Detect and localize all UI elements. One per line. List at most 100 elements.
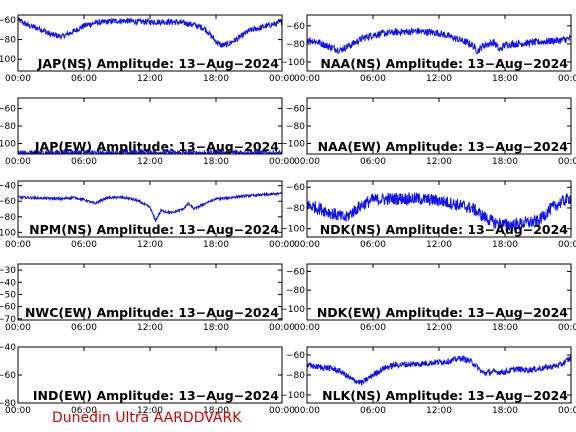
y-tick-label: −60 [0,371,16,381]
x-tick-label: 00:00 [558,157,576,167]
x-tick-label: 06:00 [71,406,97,416]
y-tick-label: −60 [286,22,305,32]
x-tick-label: 00:00 [269,74,295,84]
x-tick-label: 00:00 [558,406,576,416]
y-tick-label: −50 [0,290,16,300]
x-tick-label: 00:00 [5,157,31,167]
x-tick-label: 06:00 [71,240,97,250]
chart-title: NLK(NS) Amplitude: 13−Aug−2024 [322,388,568,403]
y-tick-label: −60 [286,267,305,277]
y-tick-label: −80 [0,399,16,409]
y-tick-label: −80 [286,122,305,132]
x-tick-label: 06:00 [71,323,97,333]
x-tick-label: 12:00 [426,323,452,333]
series-line-10-1 [307,354,571,386]
y-tick-label: −60 [0,303,16,313]
y-tick-label: −100 [280,140,305,150]
x-tick-label: 00:00 [558,323,576,333]
chart-panel-2: −60−80−10000:0006:0012:0018:0000:00NAA(N… [280,14,576,84]
chart-panel-4: −60 −80 −100 00:00 06:00 12:00 18:00 00:00 NAA(E… [280,97,576,167]
y-tick-label: −100 [0,228,16,238]
y-tick-label: −80 [0,36,16,46]
y-tick-label: −30 [0,266,16,276]
x-tick-label: 12:00 [137,157,163,167]
chart-title: NAA(NS) Amplitude: 13−Aug−2024 [320,56,568,71]
x-tick-label: 12:00 [137,323,163,333]
x-tick-label: 12:00 [426,240,452,250]
y-tick-label: −80 [286,40,305,50]
series-line-6-1 [307,192,571,232]
chart-panel-10: −60−80−10000:0006:0012:0018:0000:00NLK(N… [280,346,576,416]
x-tick-label: 18:00 [203,157,229,167]
chart-title: NAA(EW) Amplitude: 13−Aug−2024 [318,139,569,154]
chart-title: IND(EW) Amplitude: 13−Aug−2024 [33,388,279,403]
chart-panel-8: −60 −80 −100 00:00 06:00 12:00 18:00 00:00 NDK(E… [280,263,576,333]
x-tick-label: 00:00 [294,74,320,84]
y-tick-label: −60 [286,105,305,115]
x-tick-label: 00:00 [558,240,576,250]
x-tick-label: 00:00 [294,157,320,167]
x-tick-label: 00:00 [558,74,576,84]
y-tick-label: −100 [280,225,305,235]
y-tick-label: −100 [0,55,16,65]
y-tick-label: −80 [286,286,305,296]
chart-title: NDK(EW) Amplitude: 13−Aug−2024 [317,305,568,320]
y-tick-label: −100 [280,58,305,68]
x-tick-label: 00:00 [269,157,295,167]
x-tick-label: 00:00 [269,323,295,333]
y-tick-label: −100 [280,305,305,315]
chart-title: JAP(NS) Amplitude: 13−Aug−2024 [37,56,280,71]
x-tick-label: 18:00 [492,240,518,250]
chart-panel-3: −60−80−10000:0006:0012:0018:0000:00JAP(E… [0,97,295,167]
panel-grid: −60 −80 −100 00:00 06:00 12:00 18:00 00:00 JAP(N… [0,14,576,416]
x-tick-label: 18:00 [492,406,518,416]
x-tick-label: 00:00 [5,406,31,416]
y-tick-label: −70 [0,315,16,325]
y-tick-label: −100 [280,391,305,401]
y-tick-label: −80 [0,213,16,223]
x-tick-label: 18:00 [203,74,229,84]
x-tick-label: 00:00 [294,406,320,416]
y-tick-label: −60 [0,105,16,115]
x-tick-label: 18:00 [492,323,518,333]
x-tick-label: 00:00 [269,240,295,250]
y-tick-label: −80 [286,204,305,214]
y-tick-label: −40 [0,343,16,353]
x-tick-label: 18:00 [203,406,229,416]
x-tick-label: 12:00 [426,157,452,167]
x-tick-label: 18:00 [492,157,518,167]
x-tick-label: 00:00 [5,323,31,333]
chart-title: NPM(NS) Amplitude: 13−Aug−2024 [29,222,279,237]
x-tick-label: 12:00 [137,74,163,84]
chart-panel-6: −60−80−10000:0006:0012:0018:0000:00NDK(N… [280,180,576,250]
x-tick-label: 00:00 [269,406,295,416]
x-tick-label: 12:00 [137,240,163,250]
x-tick-label: 06:00 [71,74,97,84]
chart-panel-1: −60 −80 −100 00:00 06:00 12:00 18:00 00:00 JAP(N… [0,14,295,84]
y-tick-label: −60 [286,183,305,193]
y-tick-label: −40 [0,278,16,288]
series-line-1-1 [18,17,282,48]
chart-panel-5: −40 −60 −80 −100 00:00 06:00 12:00 18:00 00:00 NP… [0,180,295,250]
x-tick-label: 06:00 [360,157,386,167]
chart-title: JAP(EW) Amplitude: 13−Aug−2024 [34,139,279,154]
x-tick-label: 06:00 [360,406,386,416]
x-tick-label: 06:00 [360,74,386,84]
x-tick-label: 18:00 [203,323,229,333]
x-tick-label: 06:00 [71,157,97,167]
chart-title: NDK(NS) Amplitude: 13−Aug−2024 [320,222,569,237]
x-tick-label: 00:00 [5,74,31,84]
x-tick-label: 18:00 [203,240,229,250]
y-tick-label: −80 [286,371,305,381]
series-line-5-1 [18,191,282,223]
x-tick-label: 18:00 [492,74,518,84]
series-line-2-1 [307,27,571,55]
footer-label: Dunedin Ultra AARDDVARK [52,410,242,426]
y-tick-label: −80 [0,122,16,132]
y-tick-label: −60 [0,197,16,207]
x-tick-label: 06:00 [360,240,386,250]
x-tick-label: 00:00 [294,240,320,250]
